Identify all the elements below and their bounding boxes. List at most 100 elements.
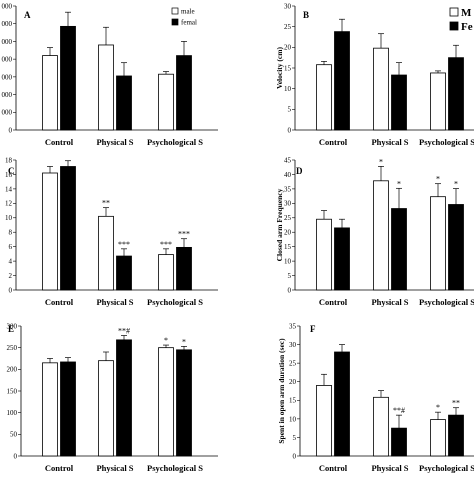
y-tick-label: 18	[5, 156, 13, 164]
panel-letter: C	[8, 166, 15, 176]
bar-male	[373, 180, 389, 291]
category-label: Psychological S	[419, 137, 474, 147]
bar-male	[42, 55, 58, 131]
y-tick-label: 20	[284, 44, 292, 52]
y-tick-label: 15	[284, 243, 292, 251]
category-label: Physical S	[371, 297, 408, 307]
significance-label: *	[379, 157, 383, 166]
bar-male	[430, 72, 446, 131]
y-tick-label: 250	[7, 344, 18, 352]
y-tick-label: 2	[9, 272, 13, 280]
category-label: Control	[45, 297, 74, 307]
y-tick-label: 10	[284, 85, 292, 93]
y-tick-label: 35	[284, 185, 292, 193]
legend-swatch-male	[449, 7, 459, 17]
legend-swatch-male	[171, 7, 179, 15]
y-tick-label: 6	[9, 243, 13, 251]
y-tick-label: 15	[284, 64, 292, 72]
significance-label: *	[164, 336, 168, 345]
bar-male	[158, 254, 174, 291]
bar-male	[316, 385, 332, 457]
y-tick-label: 35	[289, 322, 297, 330]
bar-male	[158, 347, 174, 457]
y-tick-label: 25	[284, 214, 292, 222]
legend-swatch-female	[171, 18, 179, 26]
bar-female	[176, 55, 192, 131]
y-tick-label: 000	[2, 73, 13, 81]
category-label: Psychological S	[147, 463, 203, 473]
significance-label: ***	[118, 240, 130, 249]
bar-female	[60, 25, 76, 131]
y-tick-label: 50	[10, 431, 18, 439]
y-tick-label: 30	[284, 200, 292, 208]
y-tick-label: 000	[2, 38, 13, 46]
bar-female	[448, 57, 464, 131]
y-tick-label: 150	[7, 387, 18, 395]
legend-a: male femal	[171, 7, 197, 27]
bar-male	[42, 172, 58, 291]
bar-female	[334, 31, 350, 131]
bar-female	[448, 204, 464, 291]
y-tick-label: 000	[2, 2, 13, 10]
panel-letter: D	[296, 166, 303, 176]
category-label: Psychological S	[147, 137, 203, 147]
bar-male	[42, 362, 58, 457]
y-tick-label: 25	[284, 23, 292, 31]
y-tick-label: 0	[14, 452, 18, 460]
bar-female	[334, 351, 350, 457]
panel-b: 0 5 10 15 20 25 30 Velocity (cm) B Control Physica…	[275, 2, 474, 147]
category-label: Control	[319, 137, 348, 147]
y-tick-label: 100	[7, 409, 18, 417]
bar-male	[373, 47, 389, 131]
y-tick-label: 20	[284, 229, 292, 237]
y-tick-label: 30	[289, 341, 297, 349]
bar-female	[116, 339, 132, 457]
y-tick-label: 0	[288, 286, 292, 294]
panel-letter: B	[303, 10, 309, 20]
significance-label: *	[397, 179, 401, 188]
y-tick-label: 16	[5, 171, 13, 179]
bar-male	[430, 196, 446, 291]
y-tick-label: 300	[7, 322, 18, 330]
significance-label: *	[454, 180, 458, 189]
category-label: Psychological S	[147, 297, 203, 307]
category-label: Control	[319, 297, 348, 307]
y-tick-label: 14	[5, 185, 13, 193]
bar-female	[116, 255, 132, 291]
category-label: Control	[45, 463, 74, 473]
y-tick-label: 12	[5, 200, 13, 208]
significance-label: **	[452, 399, 460, 408]
bar-female	[176, 246, 192, 291]
y-tick-label: 45	[284, 156, 292, 164]
panel-letter: F	[310, 324, 316, 334]
y-tick-label: 15	[289, 397, 297, 405]
y-tick-label: 5	[288, 272, 292, 280]
significance-label: ***	[160, 240, 172, 249]
legend-label-male: male	[181, 8, 195, 16]
significance-label: **#	[118, 327, 130, 336]
bar-female	[391, 427, 407, 457]
legend-b: M Fe	[449, 7, 473, 33]
panel-letter: E	[8, 324, 14, 334]
y-tick-label: 0	[293, 452, 297, 460]
y-tick-label: 000	[2, 109, 13, 117]
category-label: Control	[319, 463, 348, 473]
category-label: Physical S	[371, 463, 408, 473]
y-tick-label: 30	[284, 2, 292, 10]
bar-male	[430, 419, 446, 457]
panel-d: 0 5 10 15 20 25 30 35 40 45 Closed arm Frequency D C…	[275, 156, 474, 307]
bar-male	[316, 218, 332, 291]
bar-male	[98, 215, 114, 291]
y-tick-label: 8	[9, 229, 13, 237]
significance-label: **	[102, 199, 110, 208]
bar-male	[98, 44, 114, 131]
significance-label: *	[182, 337, 186, 346]
y-axis-label: Spent in open arm duration (sec)	[277, 338, 286, 444]
y-tick-label: 5	[293, 434, 297, 442]
y-tick-label: 0	[9, 286, 13, 294]
y-axis-label: Velocity (cm)	[275, 47, 284, 89]
